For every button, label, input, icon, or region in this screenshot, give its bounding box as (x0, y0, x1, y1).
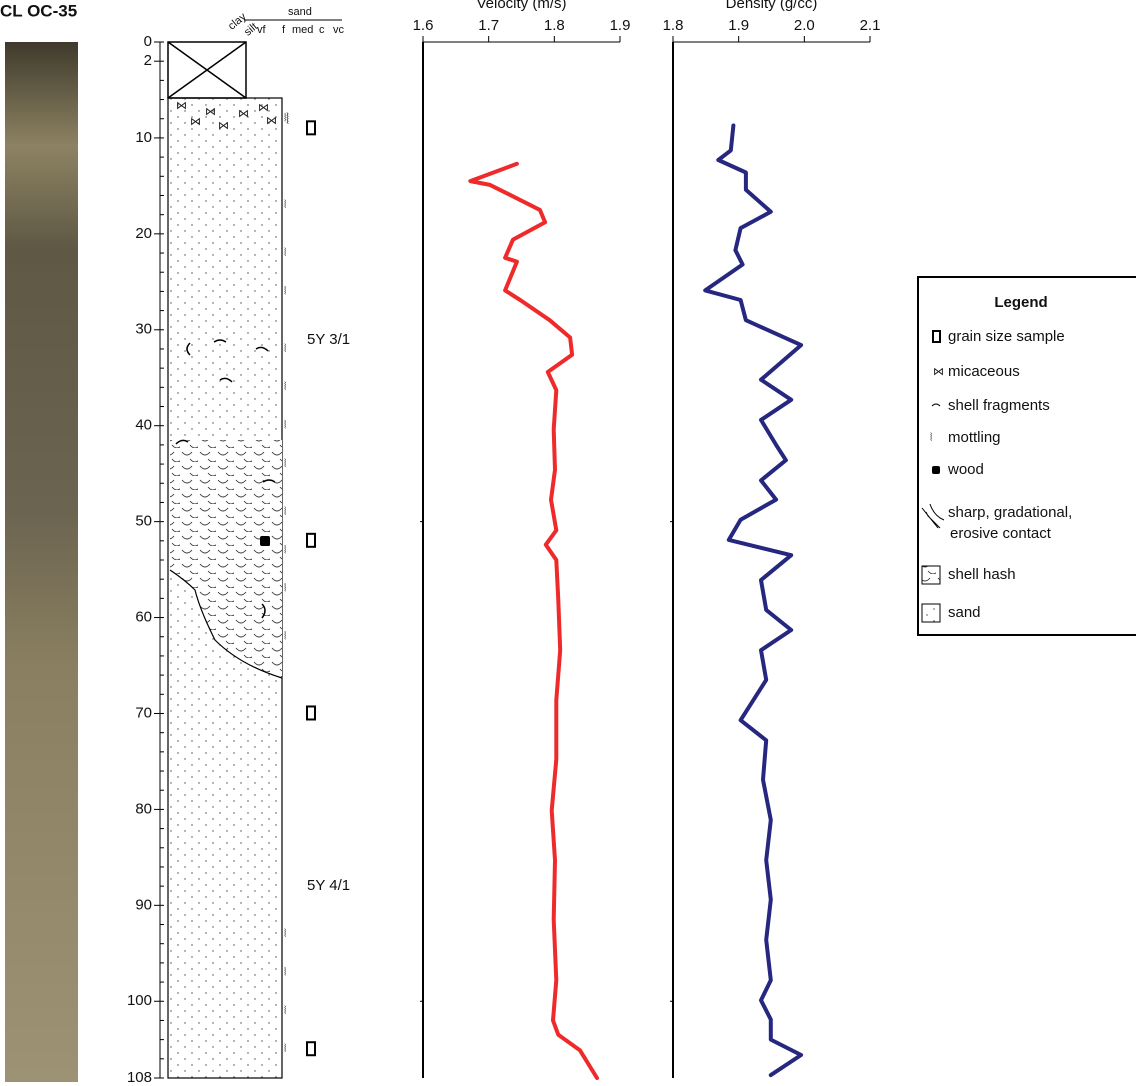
depth-tick-label: 100 (127, 992, 152, 1009)
lithology-column: ⋈ ⋈ ⋈ ⋈⋈ ⋈ ⋈ ⦚ (167, 19, 342, 1079)
med-label: med (292, 24, 313, 36)
legend-item: sand (948, 604, 981, 621)
value-tick-label: 1.8 (544, 17, 565, 34)
chart-title: Velocity (m/s) (476, 0, 566, 12)
depth-tick-label: 60 (135, 609, 152, 626)
depth-tick-label: 20 (135, 225, 152, 242)
depth-tick-label: 2 (144, 52, 152, 69)
grain-size-sample (306, 532, 316, 548)
svg-text:⋈: ⋈ (176, 100, 187, 112)
legend-item: wood (947, 461, 984, 478)
grain-size-sample (306, 1041, 316, 1057)
color-label: 5Y 3/1 (307, 331, 350, 348)
mottling: ⦚ (284, 928, 286, 940)
svg-text:⦚: ⦚ (930, 432, 932, 444)
depth-tick-label: 30 (135, 321, 152, 338)
svg-text:⋈: ⋈ (190, 116, 201, 128)
mottling: ⦚ (284, 381, 286, 393)
depth-tick-label: 0 (144, 33, 152, 50)
value-tick-label: 1.9 (610, 17, 631, 34)
grain-size-sample (306, 705, 316, 721)
data-line (468, 161, 599, 1080)
legend-item: shell hash (948, 566, 1016, 583)
mottling: ⦚ (284, 631, 286, 643)
legend-item: sharp, gradational, (948, 504, 1072, 521)
svg-text:⋈: ⋈ (258, 102, 269, 114)
svg-text:⋈: ⋈ (238, 108, 249, 120)
depth-tick-label: 40 (135, 417, 152, 434)
legend-item: micaceous (948, 363, 1020, 380)
c-label: c (319, 24, 325, 36)
svg-text:⋈: ⋈ (218, 120, 229, 132)
mottling: ⦚ (284, 343, 286, 355)
depth-tick-label: 50 (135, 513, 152, 530)
f-label: f (282, 24, 286, 36)
core-photo (5, 42, 78, 1082)
grain-size-sample (306, 120, 316, 136)
value-tick-label: 2.1 (860, 17, 881, 34)
svg-text:⋈: ⋈ (205, 106, 216, 118)
svg-text:⋈: ⋈ (933, 366, 944, 378)
legend-title: Legend (994, 294, 1047, 311)
legend-item: shell fragments (948, 397, 1050, 414)
value-tick-label: 1.6 (413, 17, 434, 34)
depth-tick-label: 70 (135, 704, 152, 721)
sand-label: sand (288, 6, 312, 18)
mottling: ⦚ (284, 113, 286, 125)
vf-label: vf (257, 24, 267, 36)
depth-tick-label: 108 (127, 1069, 152, 1086)
mottling: ⦚ (284, 1043, 286, 1055)
value-tick-label: 1.9 (728, 17, 749, 34)
legend-item: erosive contact (950, 525, 1052, 542)
svg-text:⋈: ⋈ (266, 115, 277, 127)
mottling: ⦚ (284, 199, 286, 211)
mottling: ⦚ (284, 1005, 286, 1017)
value-tick-label: 2.0 (794, 17, 815, 34)
depth-tick-label: 90 (135, 896, 152, 913)
mottling: ⦚ (284, 966, 286, 978)
depth-tick-label: 80 (135, 800, 152, 817)
mottling: ⦚ (284, 247, 286, 259)
color-label: 5Y 4/1 (307, 877, 350, 894)
depth-tick-label: 10 (135, 129, 152, 146)
mottling: ⦚ (284, 420, 286, 432)
data-line (703, 123, 804, 1078)
mottling: ⦚ (284, 544, 286, 556)
svg-text:⦚: ⦚ (286, 111, 289, 128)
value-tick-label: 1.8 (663, 17, 684, 34)
core-title: CL OC-35 (0, 1, 77, 20)
mottling: ⦚ (284, 285, 286, 297)
mottling: ⦚ (284, 458, 286, 470)
mottling-symbols: ⦚ ⦚ ⦚ ⦚ ⦚ ⦚ ⦚ ⦚ ⦚ ⦚ ⦚ ⦚ ⦚ ⦚ ⦚ ⦚ (284, 113, 286, 1055)
legend-item: grain size sample (948, 328, 1065, 345)
legend: Legend ⋈ ⦚ (917, 276, 1136, 636)
value-tick-label: 1.7 (478, 17, 499, 34)
vc-label: vc (333, 24, 345, 36)
mottling: ⦚ (284, 506, 286, 518)
chart-title: Density (g/cc) (726, 0, 818, 12)
legend-item: mottling (948, 429, 1001, 446)
mottling: ⦚ (284, 583, 286, 595)
